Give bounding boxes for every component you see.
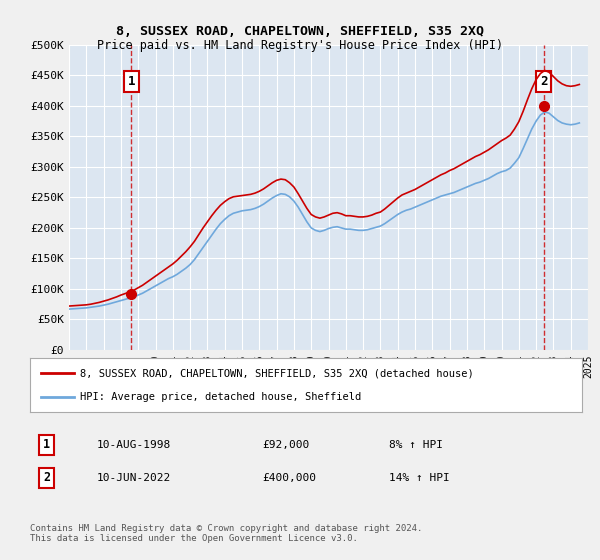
Text: 8, SUSSEX ROAD, CHAPELTOWN, SHEFFIELD, S35 2XQ (detached house): 8, SUSSEX ROAD, CHAPELTOWN, SHEFFIELD, S… (80, 368, 473, 379)
Text: 1: 1 (128, 75, 135, 88)
Text: £400,000: £400,000 (262, 473, 316, 483)
Text: 14% ↑ HPI: 14% ↑ HPI (389, 473, 449, 483)
Text: 8% ↑ HPI: 8% ↑ HPI (389, 440, 443, 450)
Text: 2: 2 (43, 472, 50, 484)
Text: 8, SUSSEX ROAD, CHAPELTOWN, SHEFFIELD, S35 2XQ: 8, SUSSEX ROAD, CHAPELTOWN, SHEFFIELD, S… (116, 25, 484, 38)
Text: Price paid vs. HM Land Registry's House Price Index (HPI): Price paid vs. HM Land Registry's House … (97, 39, 503, 52)
Text: 1: 1 (43, 438, 50, 451)
Text: £92,000: £92,000 (262, 440, 309, 450)
Text: 10-JUN-2022: 10-JUN-2022 (96, 473, 170, 483)
Text: 2: 2 (540, 75, 548, 88)
Text: Contains HM Land Registry data © Crown copyright and database right 2024.
This d: Contains HM Land Registry data © Crown c… (30, 524, 422, 543)
Text: 10-AUG-1998: 10-AUG-1998 (96, 440, 170, 450)
Text: HPI: Average price, detached house, Sheffield: HPI: Average price, detached house, Shef… (80, 391, 361, 402)
